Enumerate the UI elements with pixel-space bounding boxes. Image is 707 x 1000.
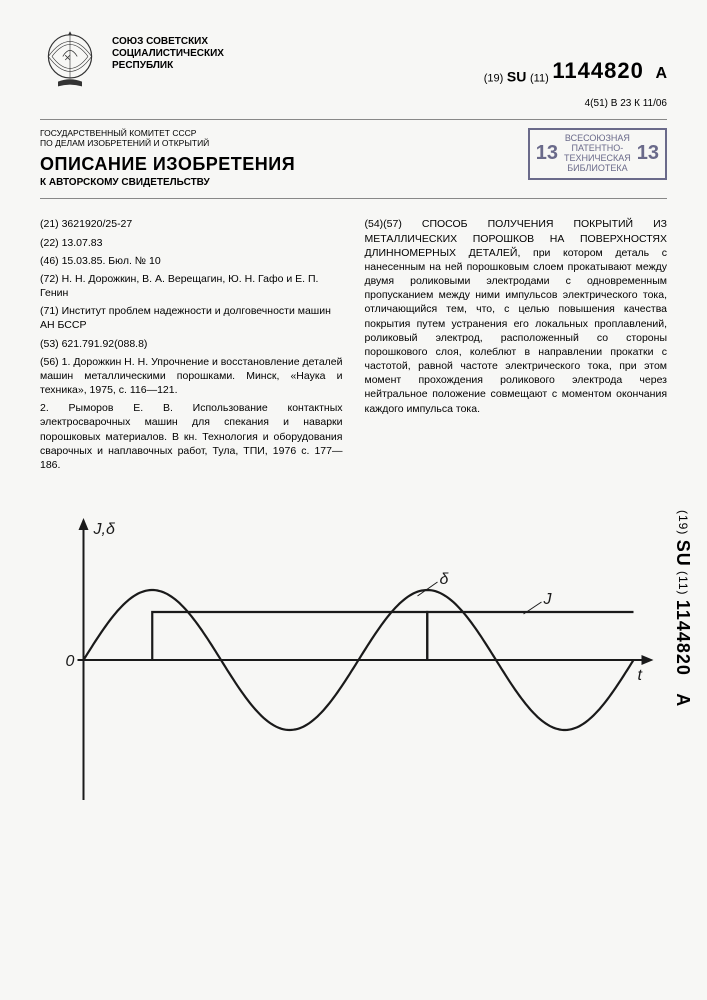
- union-text: СОЮЗ СОВЕТСКИХ СОЦИАЛИСТИЧЕСКИХ РЕСПУБЛИ…: [112, 30, 472, 72]
- abstract: (54)(57) СПОСОБ ПОЛУЧЕНИЯ ПОКРЫТИЙ ИЗ МЕ…: [365, 217, 668, 415]
- side-country: SU: [673, 540, 693, 567]
- svg-text:J,δ: J,δ: [93, 521, 116, 538]
- classification-line: 4(51) В 23 К 11/06: [40, 98, 667, 109]
- stamp-right-num: 13: [637, 142, 659, 165]
- divider-line-2: [40, 198, 667, 199]
- field-46: (46) 15.03.85. Бюл. № 10: [40, 254, 343, 268]
- field-72: (72) Н. Н. Дорожкин, В. А. Верещагин, Ю.…: [40, 272, 343, 300]
- left-column: (21) 3621920/25-27 (22) 13.07.83 (46) 15…: [40, 217, 343, 476]
- main-title: ОПИСАНИЕ ИЗОБРЕТЕНИЯ: [40, 154, 295, 175]
- side-19: (19): [676, 510, 690, 535]
- stamp-line4: БИБЛИОТЕКА: [564, 164, 631, 174]
- pub-country: SU: [507, 69, 526, 85]
- field-21: (21) 3621920/25-27: [40, 217, 343, 231]
- svg-text:t: t: [638, 667, 643, 684]
- field-53: (53) 621.791.92(088.8): [40, 337, 343, 351]
- stamp-text: ВСЕСОЮЗНАЯ ПАТЕНТНО- ТЕХНИЧЕСКАЯ БИБЛИОТ…: [564, 134, 631, 174]
- side-number: 1144820: [673, 600, 693, 676]
- class-prefix: 4(51): [585, 98, 608, 109]
- committee-text: ГОСУДАРСТВЕННЫЙ КОМИТЕТ СССР ПО ДЕЛАМ ИЗ…: [40, 128, 220, 148]
- field-56: (56) 1. Дорожкин Н. Н. Упрочнение и восс…: [40, 355, 343, 398]
- class-code: В 23 К 11/06: [611, 98, 667, 109]
- side-suffix: A: [673, 693, 693, 707]
- svg-text:0: 0: [66, 653, 75, 670]
- publication-id: (19) SU (11) 1144820 A: [484, 30, 667, 85]
- sub-title: К АВТОРСКОМУ СВИДЕТЕЛЬСТВУ: [40, 177, 295, 188]
- field-19-label: (19): [484, 73, 504, 85]
- state-emblem-icon: [40, 30, 100, 90]
- library-stamp: 13 ВСЕСОЮЗНАЯ ПАТЕНТНО- ТЕХНИЧЕСКАЯ БИБЛ…: [528, 128, 667, 180]
- pub-suffix: A: [655, 65, 667, 82]
- side-publication-label: (19) SU (11) 1144820 A: [672, 510, 693, 707]
- side-11: (11): [676, 571, 690, 595]
- pub-number: 1144820: [552, 58, 643, 83]
- field-22: (22) 13.07.83: [40, 236, 343, 250]
- divider-line: [40, 119, 667, 120]
- field-71: (71) Институт проблем надежности и долго…: [40, 304, 343, 332]
- svg-text:δ: δ: [440, 571, 450, 588]
- stamp-left-num: 13: [536, 142, 558, 165]
- abstract-body: при котором деталь с нанесенным на ней п…: [365, 247, 668, 415]
- timing-diagram: J,δ 0 t δ J: [40, 500, 667, 820]
- right-column: (54)(57) СПОСОБ ПОЛУЧЕНИЯ ПОКРЫТИЙ ИЗ МЕ…: [365, 217, 668, 476]
- reference-2: 2. Рыморов Е. В. Использование контактны…: [40, 401, 343, 472]
- field-11-label: (11): [530, 73, 549, 85]
- svg-text:J: J: [543, 591, 553, 608]
